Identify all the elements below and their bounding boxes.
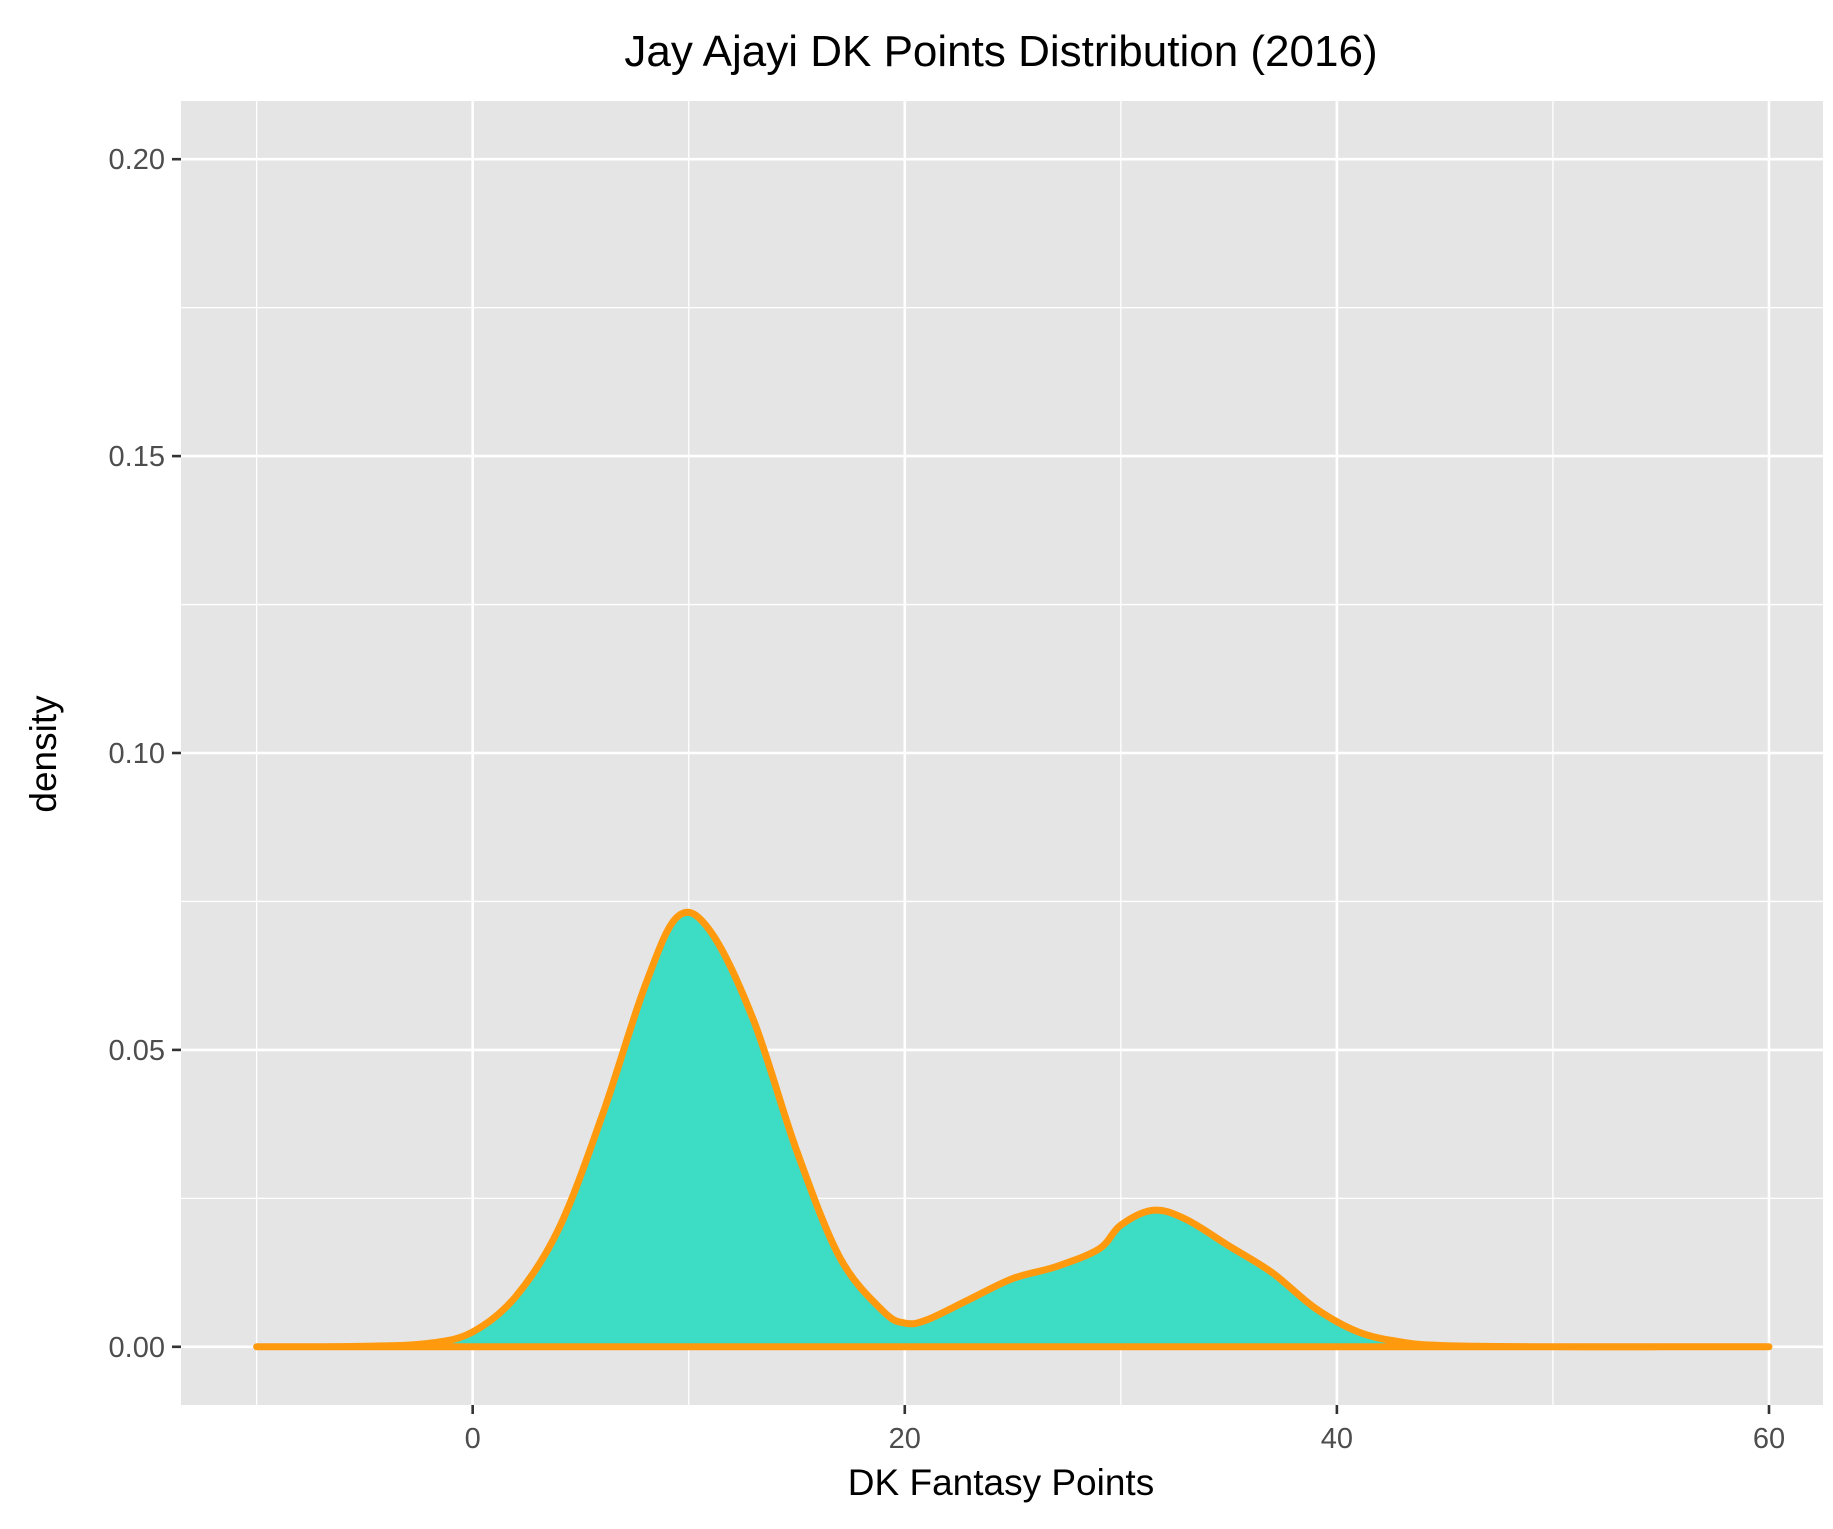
x-tick-label: 40 [1321, 1423, 1353, 1455]
major-gridlines [181, 101, 1823, 1405]
y-axis-title: density [23, 695, 64, 813]
y-axis-ticks: 0.00 0.05 0.10 0.15 0.20 [109, 144, 181, 1364]
y-tick-label: 0.05 [109, 1035, 165, 1067]
y-tick-label: 0.15 [109, 441, 165, 473]
chart-title: Jay Ajayi DK Points Distribution (2016) [624, 27, 1377, 76]
y-tick-label: 0.00 [109, 1332, 165, 1364]
x-tick-label: 60 [1753, 1423, 1785, 1455]
density-outline [253, 908, 1773, 1351]
x-tick-label: 0 [465, 1423, 481, 1455]
x-axis-title: DK Fantasy Points [848, 1462, 1154, 1503]
y-tick-label: 0.10 [109, 738, 165, 770]
y-tick-label: 0.20 [109, 144, 165, 176]
x-tick-label: 20 [889, 1423, 921, 1455]
x-axis-ticks: 0 20 40 60 [465, 1405, 1785, 1455]
